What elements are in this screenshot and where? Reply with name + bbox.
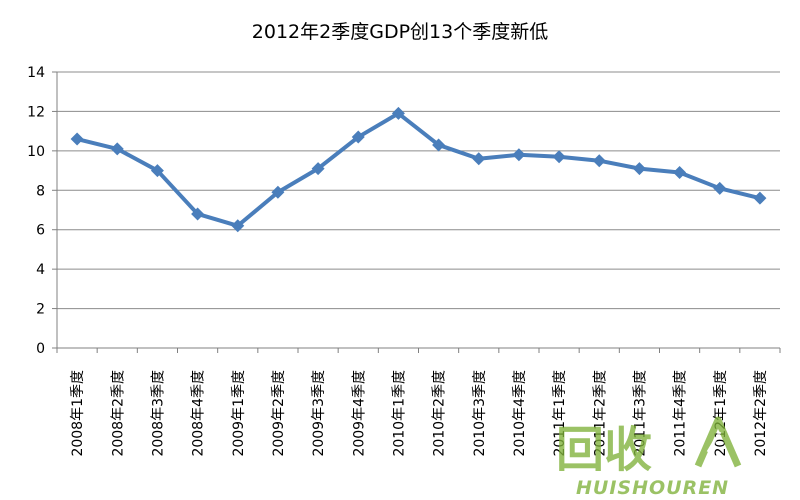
watermark-subtext: HUISHOUREN bbox=[576, 477, 729, 499]
y-tick-label-5: 10 bbox=[27, 144, 45, 160]
watermark-logo: 回收 HUISHOUREN bbox=[556, 416, 742, 499]
data-point-5 bbox=[271, 185, 285, 199]
axes bbox=[52, 71, 781, 353]
x-tick-label-14: 2011年3季度 bbox=[632, 370, 648, 457]
x-tick-label-5: 2009年2季度 bbox=[271, 370, 287, 457]
data-point-11 bbox=[512, 148, 526, 162]
data-point-2 bbox=[150, 164, 164, 178]
y-tick-label-4: 8 bbox=[36, 183, 45, 199]
x-tick-label-17: 2012年2季度 bbox=[753, 370, 769, 457]
data-point-3 bbox=[191, 207, 205, 221]
x-tick-label-0: 2008年1季度 bbox=[70, 370, 86, 457]
y-tick-label-0: 0 bbox=[36, 341, 45, 357]
data-point-8 bbox=[391, 106, 405, 120]
x-tick-label-1: 2008年2季度 bbox=[110, 370, 126, 457]
x-tick-label-4: 2009年1季度 bbox=[231, 370, 247, 457]
data-point-4 bbox=[231, 219, 245, 233]
data-point-1 bbox=[110, 142, 124, 156]
data-point-15 bbox=[673, 166, 687, 180]
recycle-logo-icon bbox=[694, 416, 742, 468]
chart-title: 2012年2季度GDP创13个季度新低 bbox=[252, 21, 548, 43]
data-point-12 bbox=[552, 150, 566, 164]
data-point-16 bbox=[713, 181, 727, 195]
grid-lines bbox=[57, 71, 780, 310]
x-tick-label-11: 2010年4季度 bbox=[512, 370, 528, 457]
x-tick-label-6: 2009年3季度 bbox=[311, 370, 327, 457]
x-tick-label-10: 2010年3季度 bbox=[472, 370, 488, 457]
data-point-10 bbox=[472, 152, 486, 166]
y-tick-label-2: 4 bbox=[36, 262, 45, 278]
data-point-17 bbox=[753, 191, 767, 205]
data-point-13 bbox=[592, 154, 606, 168]
watermark-text: 回收 bbox=[556, 422, 652, 478]
x-tick-label-7: 2009年4季度 bbox=[351, 370, 367, 457]
x-tick-label-8: 2010年1季度 bbox=[391, 370, 407, 457]
y-tick-label-7: 14 bbox=[27, 65, 45, 81]
y-tick-labels: 0 2 4 6 8 10 12 14 bbox=[27, 65, 45, 357]
y-tick-label-3: 6 bbox=[36, 223, 45, 239]
data-point-14 bbox=[632, 162, 646, 176]
data-point-6 bbox=[311, 162, 325, 176]
x-tick-label-9: 2010年2季度 bbox=[432, 370, 448, 457]
x-tick-label-13: 2011年2季度 bbox=[592, 370, 608, 457]
data-point-9 bbox=[432, 138, 446, 152]
series-layer bbox=[70, 106, 767, 233]
x-tick-label-3: 2008年4季度 bbox=[191, 370, 207, 457]
series-line-0 bbox=[75, 111, 762, 228]
x-tick-label-12: 2011年1季度 bbox=[552, 370, 568, 457]
y-tick-label-6: 12 bbox=[27, 104, 45, 120]
y-tick-label-1: 2 bbox=[36, 302, 45, 318]
data-point-7 bbox=[351, 130, 365, 144]
data-point-0 bbox=[70, 132, 84, 146]
x-tick-label-2: 2008年3季度 bbox=[150, 370, 166, 457]
x-tick-label-15: 2011年4季度 bbox=[673, 370, 689, 457]
